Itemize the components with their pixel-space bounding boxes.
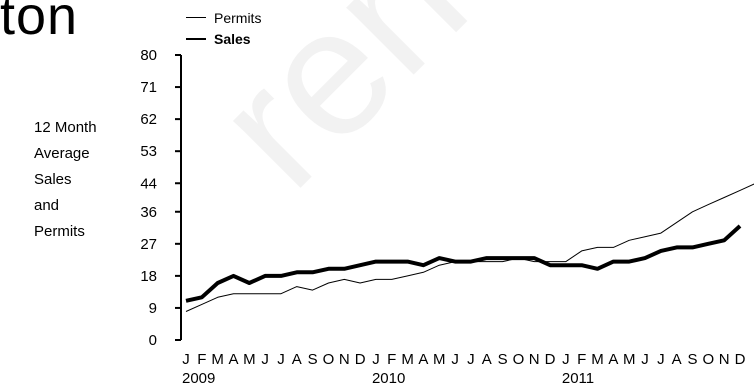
x-tick-label: J [182, 351, 190, 368]
series-layer [185, 183, 754, 312]
y-tick-label: 9 [149, 300, 157, 317]
x-tick-label: J [261, 351, 269, 368]
legend-label-sales: Sales [214, 30, 251, 47]
x-tick-label: F [577, 351, 586, 368]
y-tick-label: 53 [140, 143, 157, 160]
legend-swatch-sales [186, 37, 206, 40]
y-axis-label-line: and [34, 197, 60, 214]
x-tick-label: J [467, 351, 475, 368]
y-axis-label-line: Sales [34, 171, 72, 188]
x-tick-label: J [451, 351, 459, 368]
x-tick-label: M [211, 351, 224, 368]
x-tick-label: M [401, 351, 414, 368]
legend-swatch-permits [186, 17, 206, 18]
x-tick-label: O [513, 351, 525, 368]
x-tick-label: M [623, 351, 636, 368]
x-tick-label: S [308, 351, 318, 368]
x-tick-label: D [355, 351, 366, 368]
x-tick-label: J [372, 351, 380, 368]
x-tick-label: N [339, 351, 350, 368]
y-axis-label-line: Average [34, 145, 90, 162]
y-tick-label: 62 [140, 111, 157, 128]
x-tick-label: S [688, 351, 698, 368]
legend-label-permits: Permits [214, 9, 262, 26]
x-axis: J F M A M J J A S O N D J F M A M J J A S O N D J F M A M J J A S O N D2009… [182, 351, 746, 387]
legend-item-sales: Sales [186, 28, 261, 49]
x-tick-label: A [482, 351, 492, 368]
x-year-label: 2009 [182, 370, 215, 387]
x-tick-label: A [228, 351, 238, 368]
y-axis-label-line: Permits [34, 223, 85, 240]
y-tick-label: 0 [149, 332, 157, 349]
x-tick-label: N [529, 351, 540, 368]
x-tick-label: A [672, 351, 682, 368]
chart-legend: Permits Sales [186, 7, 261, 49]
y-tick-label: 80 [140, 47, 157, 64]
y-tick-label: 36 [140, 204, 157, 221]
x-tick-label: N [719, 351, 730, 368]
y-axis: 0 9 18 27 36 44 53 62 71 80 [140, 47, 182, 349]
x-tick-label: O [703, 351, 715, 368]
x-tick-label: O [323, 351, 335, 368]
x-tick-label: A [608, 351, 618, 368]
x-tick-label: M [591, 351, 604, 368]
series-line-sales [185, 224, 742, 303]
x-year-label: 2011 [562, 370, 594, 387]
x-tick-label: F [197, 351, 206, 368]
page-title-fragment: ton [0, 0, 79, 46]
x-tick-label: J [657, 351, 665, 368]
x-tick-label: M [243, 351, 256, 368]
x-tick-label: M [433, 351, 446, 368]
legend-item-permits: Permits [186, 7, 261, 28]
y-axis-label-line: 12 Month [34, 119, 97, 136]
y-tick-label: 18 [140, 268, 157, 285]
y-tick-label: 71 [140, 79, 157, 96]
x-tick-label: F [387, 351, 396, 368]
x-tick-label: A [418, 351, 428, 368]
x-tick-label: A [292, 351, 302, 368]
x-year-label: 2010 [372, 370, 405, 387]
x-tick-label: S [498, 351, 508, 368]
y-axis-label: 12 Month Average Sales and Permits [34, 115, 124, 245]
x-tick-label: D [735, 351, 746, 368]
x-tick-label: J [562, 351, 570, 368]
y-tick-label: 27 [140, 236, 157, 253]
y-tick-label: 44 [140, 175, 157, 192]
x-tick-label: D [545, 351, 556, 368]
x-tick-label: J [641, 351, 649, 368]
x-tick-label: J [277, 351, 285, 368]
